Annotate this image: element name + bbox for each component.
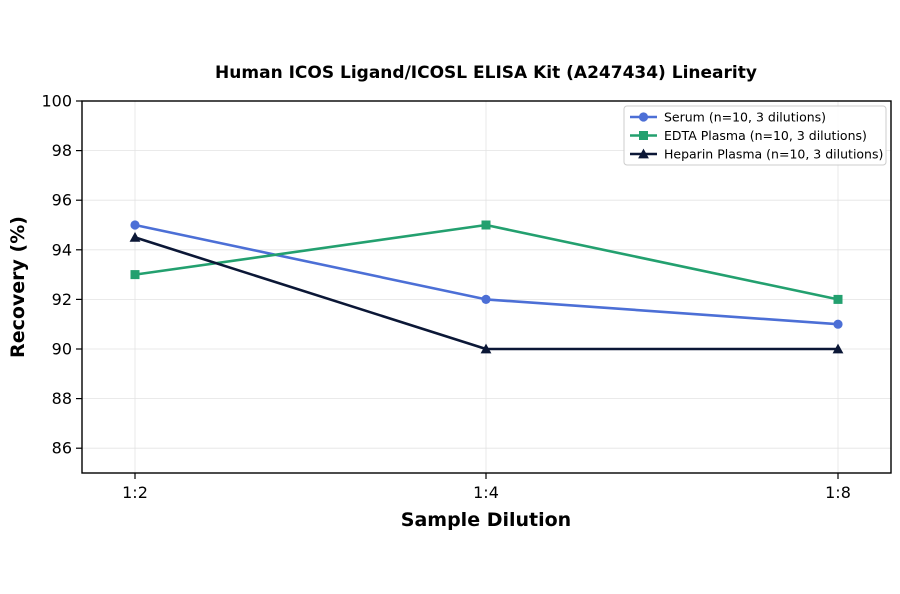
- y-tick-label: 86: [52, 439, 72, 458]
- legend-label: Serum (n=10, 3 dilutions): [664, 110, 826, 125]
- data-point: [833, 319, 843, 329]
- series-line: [134, 223, 839, 301]
- data-point: [481, 294, 491, 304]
- y-tick-label: 92: [52, 290, 72, 309]
- data-point: [833, 294, 843, 304]
- data-point: [832, 343, 844, 354]
- legend-marker: [638, 148, 649, 159]
- legend-box: [623, 105, 887, 166]
- legend-marker: [639, 131, 648, 140]
- x-tick-label: 1:8: [825, 483, 851, 502]
- legend: Serum (n=10, 3 dilutions) EDTA Plasma (n=…: [623, 105, 887, 166]
- x-tick-label: 1:4: [473, 483, 499, 502]
- chart-title: Human ICOS Ligand/ICOSL ELISA Kit (A2474…: [215, 63, 757, 83]
- series-0: [130, 220, 843, 329]
- data-point: [480, 343, 492, 354]
- data-point: [130, 270, 140, 280]
- legend-entry: Heparin Plasma (n=10, 3 dilutions): [630, 147, 883, 162]
- data-point: [481, 220, 491, 230]
- y-tick-label: 90: [52, 340, 72, 359]
- series-2: [129, 232, 844, 354]
- legend-label: Heparin Plasma (n=10, 3 dilutions): [664, 147, 883, 162]
- y-axis-label: Recovery (%): [7, 216, 29, 358]
- data-point: [130, 220, 140, 230]
- series-layer: [129, 220, 844, 354]
- legend-label: EDTA Plasma (n=10, 3 dilutions): [664, 128, 867, 143]
- y-tick-label: 96: [52, 191, 72, 210]
- series-line: [134, 223, 839, 326]
- x-axis: 1:2 1:4 1:8: [122, 473, 851, 502]
- legend-marker: [638, 112, 649, 122]
- series-1: [130, 220, 843, 304]
- series-line: [134, 236, 838, 351]
- x-tick-label: 1:2: [122, 483, 148, 502]
- y-tick-label: 88: [52, 389, 72, 408]
- y-tick-label: 100: [41, 92, 72, 111]
- data-point: [129, 232, 141, 242]
- legend-entry: Serum (n=10, 3 dilutions): [630, 110, 826, 125]
- y-tick-label: 94: [52, 240, 72, 259]
- legend-entry: EDTA Plasma (n=10, 3 dilutions): [630, 128, 867, 143]
- x-axis-label: Sample Dilution: [401, 509, 571, 531]
- y-tick-label: 98: [52, 141, 72, 160]
- y-axis: 86 88 90 92 94 96 98 100: [41, 92, 82, 458]
